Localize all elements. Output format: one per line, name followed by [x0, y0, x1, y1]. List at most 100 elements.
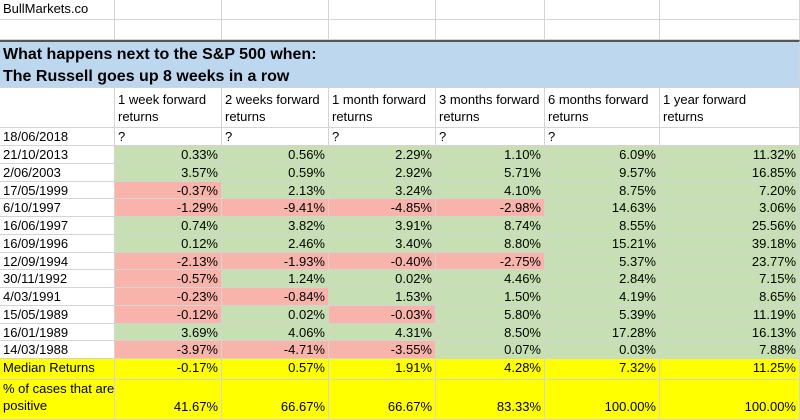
cell-text: 1.50%	[504, 289, 541, 304]
return-cell: 39.18%	[660, 234, 800, 253]
date-cell: 6/10/1997	[0, 199, 115, 217]
cell-text: -3.55%	[390, 342, 432, 358]
cell-text: -1.29%	[176, 200, 218, 216]
return-cell: 25.56%	[660, 217, 800, 235]
date-cell: 15/05/1989	[0, 305, 115, 324]
cell-text: -0.03%	[390, 306, 432, 322]
return-cell: 1.10%	[436, 146, 545, 164]
return-cell: 0.07%	[436, 341, 545, 359]
return-cell: 2.13%	[222, 181, 329, 200]
cell-text: 0.12%	[181, 235, 218, 251]
cell-text: 16/06/1997	[3, 218, 69, 233]
cell-text: returns	[332, 109, 373, 124]
cell-text: 0.74%	[181, 218, 218, 233]
return-cell: 11.32%	[660, 146, 800, 164]
return-cell: 17.28%	[545, 323, 660, 342]
empty-cell	[115, 20, 222, 40]
cell-text: 0.59%	[288, 164, 325, 180]
cell-text: 4.31%	[395, 324, 432, 340]
cell-text: 2.13%	[288, 182, 325, 198]
return-cell: 1.53%	[329, 288, 436, 306]
cell-text: -2.13%	[176, 253, 218, 269]
cell-text: 21/10/2013	[3, 147, 69, 162]
return-cell: -1.29%	[115, 199, 222, 217]
empty-cell	[660, 128, 800, 146]
cell-text: returns	[118, 109, 159, 124]
empty-cell	[545, 0, 660, 20]
cell-text: -0.40%	[390, 253, 432, 269]
pending-cell: ?	[329, 128, 436, 146]
cell-text: 5.71%	[504, 164, 541, 180]
return-cell: 0.33%	[115, 146, 222, 164]
empty-cell	[660, 0, 800, 20]
column-header: 1 year forward returns	[660, 88, 800, 128]
summary-cell: 11.25%	[660, 359, 800, 380]
return-cell: -1.93%	[222, 252, 329, 271]
cell-text: 23.77%	[751, 253, 796, 269]
cell-text: % of cases that are	[3, 381, 115, 396]
cell-text: 5.80%	[504, 306, 541, 322]
cell-text: ?	[118, 129, 126, 144]
return-cell: 0.74%	[115, 217, 222, 235]
cell-text: 5.39%	[619, 306, 656, 322]
date-cell: 2/06/2003	[0, 163, 115, 182]
cell-text: -0.17%	[176, 360, 218, 375]
cell-text: 66.67%	[280, 399, 325, 414]
return-cell: 1.50%	[436, 288, 545, 306]
cell-text: 14/03/1988	[3, 342, 69, 358]
return-cell: 3.06%	[660, 199, 800, 217]
return-cell: 2.46%	[222, 234, 329, 253]
cell-text: 2.29%	[395, 147, 432, 162]
cell-text: 17/05/1999	[3, 182, 69, 198]
cell-text: positive	[3, 398, 48, 413]
cell-text: 2/06/2003	[3, 164, 61, 180]
pending-cell: 18/06/2018	[0, 128, 115, 146]
summary-label: % of cases that are positive	[0, 380, 115, 420]
pending-cell: ?	[222, 128, 329, 146]
return-cell: 1.24%	[222, 270, 329, 288]
cell-text: 8.74%	[504, 218, 541, 233]
column-header: 1 week forward returns	[115, 88, 222, 128]
return-cell: -2.75%	[436, 252, 545, 271]
return-cell: -0.84%	[222, 288, 329, 306]
return-cell: 2.29%	[329, 146, 436, 164]
cell-text: 4/03/1991	[3, 289, 61, 304]
return-cell: 8.74%	[436, 217, 545, 235]
cell-text: 18/06/2018	[3, 129, 69, 144]
empty-cell	[0, 88, 115, 128]
cell-text: 0.02%	[395, 271, 432, 287]
cell-text: 100.00%	[604, 399, 656, 414]
cell-text: 4.10%	[504, 182, 541, 198]
return-cell: 9.57%	[545, 163, 660, 182]
cell-text: 7.20%	[759, 182, 796, 198]
cell-text: returns	[663, 109, 704, 124]
cell-text: 2 weeks forward	[225, 92, 320, 107]
return-cell: 3.69%	[115, 323, 222, 342]
cell-text: 25.56%	[751, 218, 796, 233]
empty-cell	[115, 0, 222, 20]
cell-text: 5.37%	[619, 253, 656, 269]
return-cell: 8.75%	[545, 181, 660, 200]
return-cell: -3.97%	[115, 341, 222, 359]
cell-text: 83.33%	[496, 399, 541, 414]
cell-text: 3.06%	[759, 200, 796, 216]
cell-text: returns	[225, 109, 266, 124]
cell-text: -0.57%	[176, 271, 218, 287]
return-cell: 3.91%	[329, 217, 436, 235]
summary-cell: 0.57%	[222, 359, 329, 380]
cell-text: 11.19%	[752, 306, 796, 322]
empty-cell	[0, 20, 115, 40]
cell-text: 30/11/1992	[3, 271, 68, 287]
cell-text: 8.75%	[619, 182, 656, 198]
return-cell: -0.23%	[115, 288, 222, 306]
column-header: 2 weeks forward returns	[222, 88, 329, 128]
summary-cell: 41.67%	[115, 380, 222, 420]
return-cell: 6.09%	[545, 146, 660, 164]
cell-text: 16.85%	[751, 164, 796, 180]
cell-text: 0.07%	[504, 342, 541, 358]
date-cell: 30/11/1992	[0, 270, 115, 288]
cell-text: returns	[548, 109, 589, 124]
return-cell: -0.03%	[329, 305, 436, 324]
cell-text: 3.82%	[288, 218, 325, 233]
return-cell: -0.40%	[329, 252, 436, 271]
